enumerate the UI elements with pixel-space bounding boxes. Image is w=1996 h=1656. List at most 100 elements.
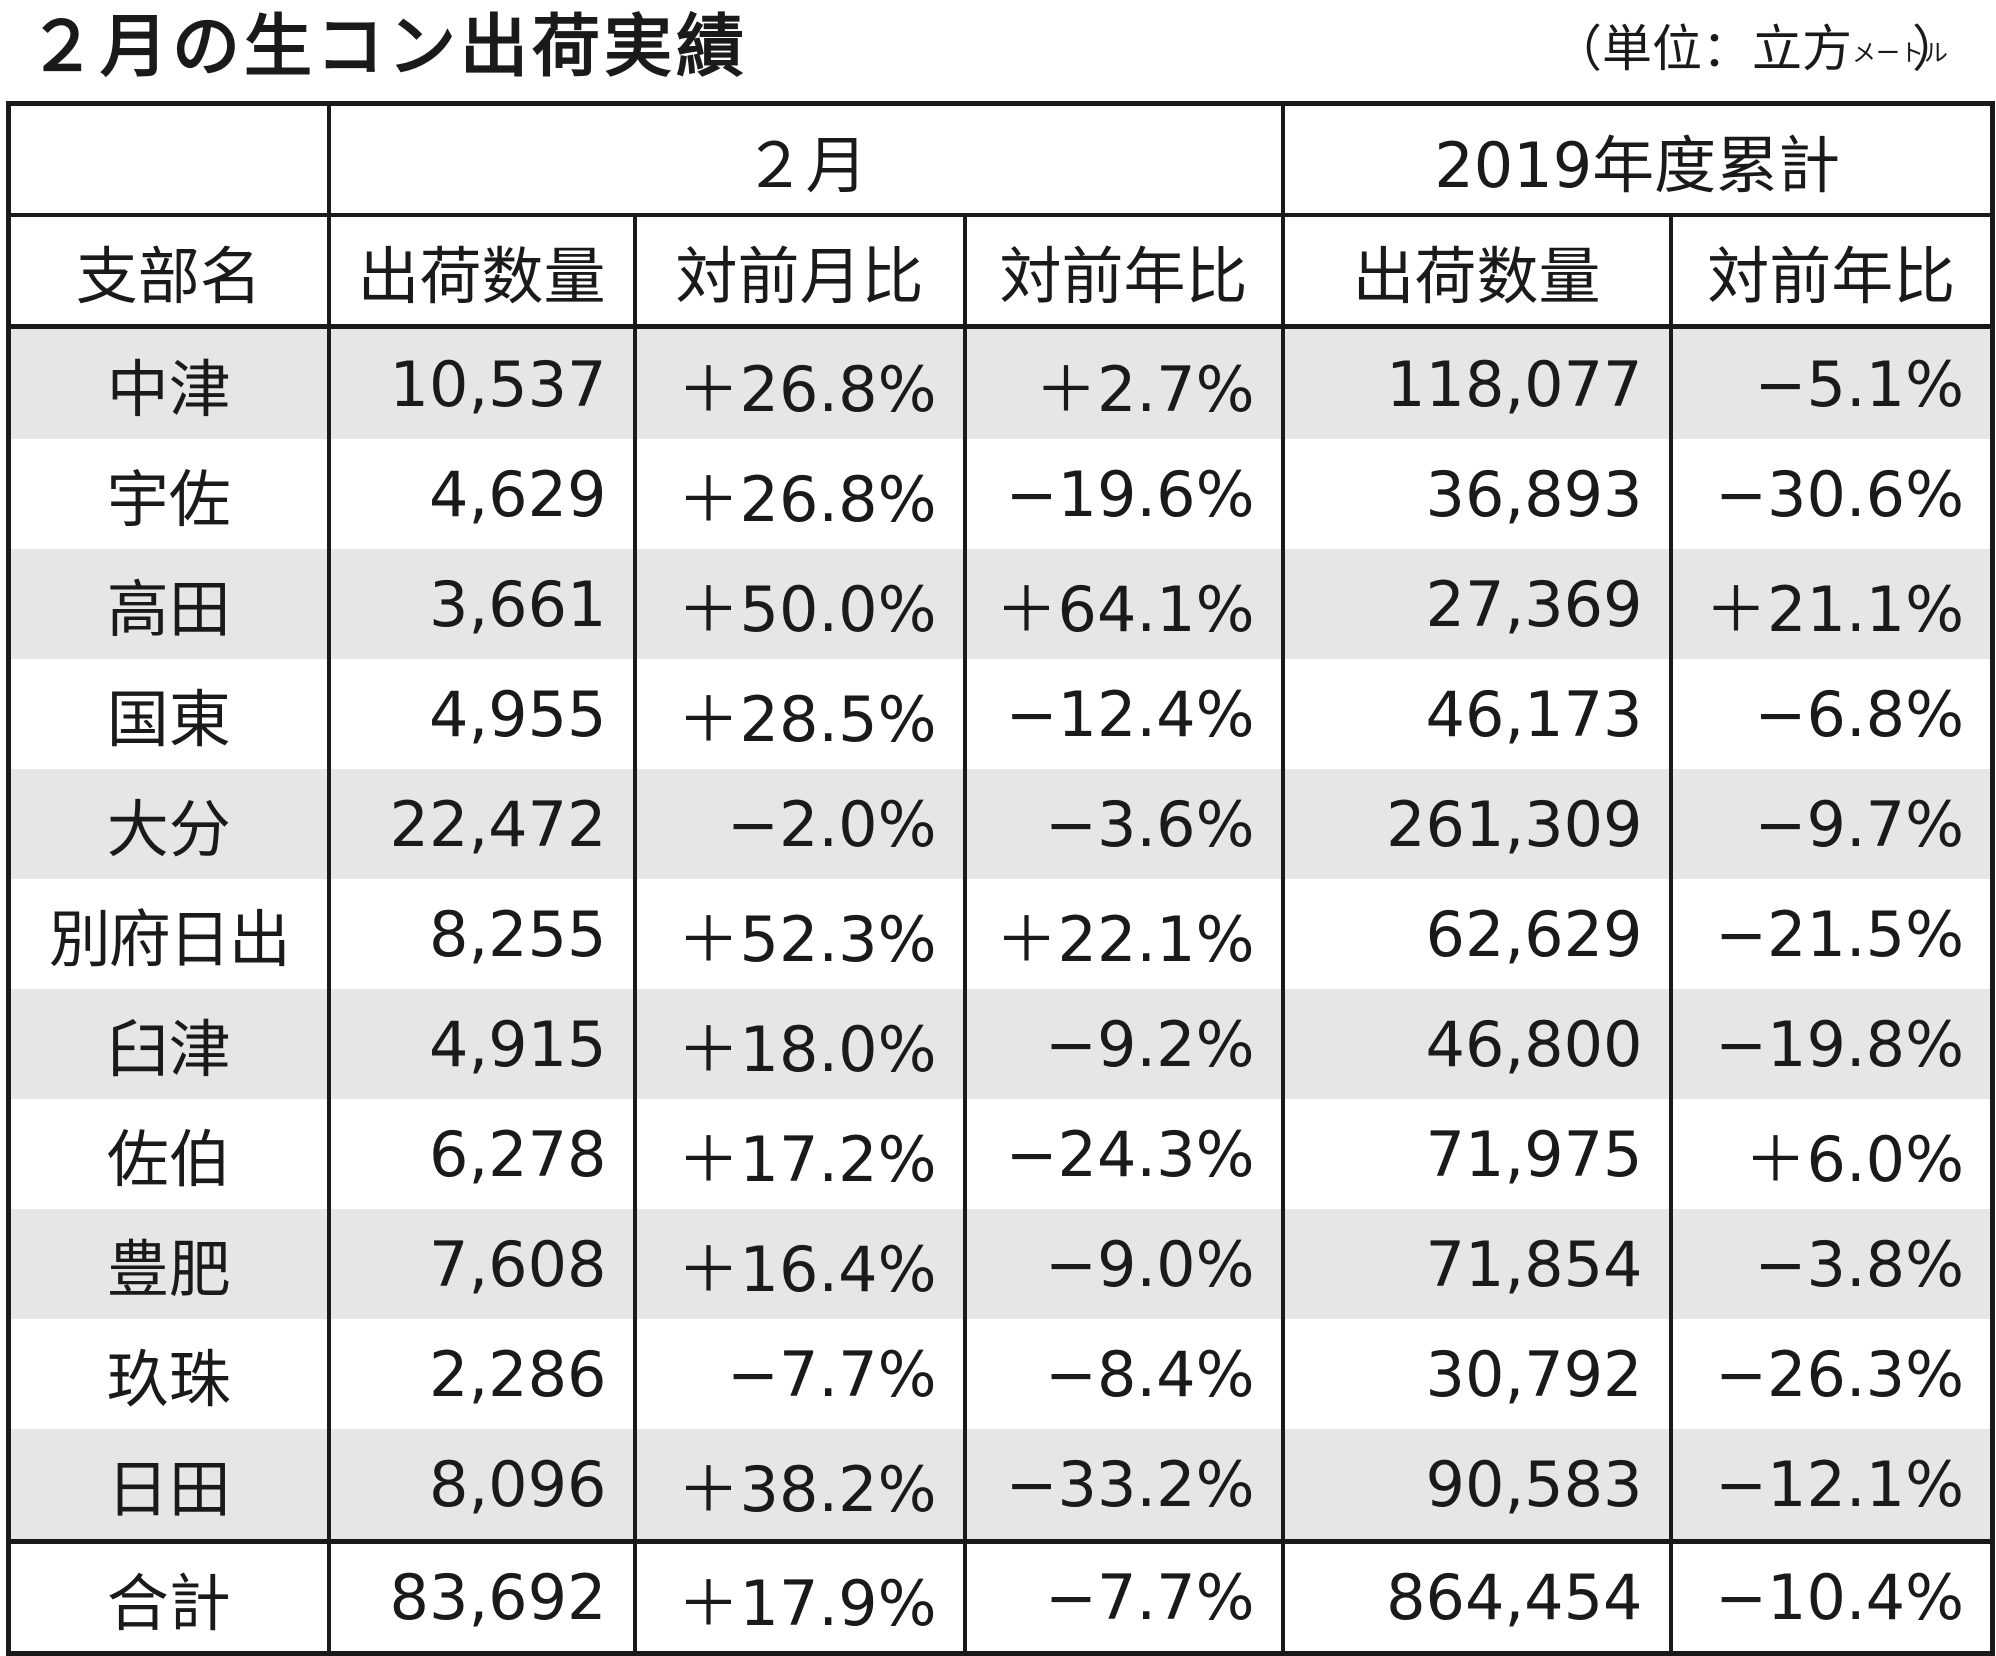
cell-month-quantity: 3,661 xyxy=(326,549,635,659)
cell-month-mom: −7.7% xyxy=(632,1319,965,1429)
cell-cum-quantity: 46,173 xyxy=(1280,659,1671,769)
cell-month-mom: ＋18.0% xyxy=(632,989,965,1099)
cell-month-quantity: 83,692 xyxy=(326,1539,635,1654)
cell-cum-yoy: −21.5% xyxy=(1668,879,1993,989)
cell-month-mom: ＋38.2% xyxy=(632,1429,965,1542)
cell-month-quantity: 4,915 xyxy=(326,989,635,1099)
cell-cum-yoy: −6.8% xyxy=(1668,659,1993,769)
cell-branch-name: 日田 xyxy=(8,1429,329,1542)
cell-month-yoy: −33.2% xyxy=(962,1429,1283,1542)
cell-month-quantity: 8,096 xyxy=(326,1429,635,1542)
cell-cum-yoy: −12.1% xyxy=(1668,1429,1993,1542)
table-row: 中津 10,537 ＋26.8% ＋2.7% 118,077 −5.1% xyxy=(8,326,1993,439)
cell-month-yoy: −9.0% xyxy=(962,1209,1283,1319)
cell-month-quantity: 4,629 xyxy=(326,439,635,549)
unit-prefix: （単位：立方 xyxy=(1552,20,1852,78)
header-group-month: ２月 xyxy=(326,103,1283,217)
cell-branch-name: 宇佐 xyxy=(106,463,231,536)
cell-cum-yoy: −9.7% xyxy=(1668,769,1993,879)
cell-cum-yoy: −26.3% xyxy=(1668,1319,1993,1429)
cell-cum-quantity: 62,629 xyxy=(1280,879,1671,989)
cell-month-quantity: 2,286 xyxy=(326,1319,635,1429)
cell-month-mom: ＋17.2% xyxy=(632,1099,965,1209)
cell-cum-yoy: −3.8% xyxy=(1668,1209,1993,1319)
table-row: 佐伯 6,278 ＋17.2% −24.3% 71,975 ＋6.0% xyxy=(9,1099,1993,1209)
total-row: 合計 83,692 ＋17.9% −7.7% 864,454 −10.4% xyxy=(8,1539,1993,1654)
header-cum-quantity: 出荷数量 xyxy=(1280,215,1671,329)
cell-month-quantity: 8,255 xyxy=(326,879,635,989)
cell-cum-quantity: 27,369 xyxy=(1280,549,1671,659)
table-row: 国東 4,955 ＋28.5% −12.4% 46,173 −6.8% xyxy=(9,659,1993,769)
cell-cum-yoy: −5.1% xyxy=(1668,326,1993,439)
cell-cum-quantity: 90,583 xyxy=(1280,1429,1671,1542)
cell-cum-yoy: ＋6.0% xyxy=(1668,1099,1993,1209)
cell-month-quantity: 22,472 xyxy=(326,769,635,879)
header-blank xyxy=(8,103,329,217)
cell-month-yoy: −12.4% xyxy=(962,659,1283,769)
cell-month-yoy: −7.7% xyxy=(962,1539,1283,1654)
cell-branch-name: 別府日出 xyxy=(48,903,291,976)
cell-branch-name: 合計 xyxy=(8,1539,329,1654)
header-row-groups: ２月 2019年度累計 xyxy=(8,103,1993,217)
header-row-columns: 支部名 出荷数量 対前月比 対前年比 出荷数量 対前年比 xyxy=(8,215,1993,329)
cell-cum-quantity: 71,975 xyxy=(1280,1099,1671,1209)
cell-cum-quantity: 118,077 xyxy=(1280,326,1671,439)
cell-cum-yoy: −30.6% xyxy=(1668,439,1993,549)
cell-month-mom: ＋26.8% xyxy=(632,439,965,549)
header-cum-yoy: 対前年比 xyxy=(1668,215,1993,329)
header-month-quantity: 出荷数量 xyxy=(326,215,635,329)
cell-month-quantity: 7,608 xyxy=(326,1209,635,1319)
table-row: 臼津 4,915 ＋18.0% −9.2% 46,800 −19.8% xyxy=(8,989,1993,1099)
cell-cum-quantity: 261,309 xyxy=(1280,769,1671,879)
cell-month-yoy: ＋64.1% xyxy=(962,549,1283,659)
cell-month-yoy: ＋2.7% xyxy=(962,326,1283,439)
table-row: 大分 22,472 −2.0% −3.6% 261,309 −9.7% xyxy=(8,769,1993,879)
cell-cum-yoy: ＋21.1% xyxy=(1668,549,1993,659)
cell-cum-quantity: 71,854 xyxy=(1280,1209,1671,1319)
cell-cum-yoy: −10.4% xyxy=(1668,1539,1993,1654)
table-row: 宇佐 4,629 ＋26.8% −19.6% 36,893 −30.6% xyxy=(9,439,1993,549)
cell-month-quantity: 10,537 xyxy=(326,326,635,439)
unit-suffix: ） xyxy=(1912,20,1962,78)
cell-month-mom: ＋26.8% xyxy=(632,326,965,439)
cell-branch-name: 中津 xyxy=(8,326,329,439)
cell-branch-name: 玖珠 xyxy=(106,1343,231,1416)
cell-month-yoy: −24.3% xyxy=(962,1099,1283,1209)
header-branch: 支部名 xyxy=(8,215,329,329)
header-month-yoy: 対前年比 xyxy=(962,215,1283,329)
cell-branch-name: 佐伯 xyxy=(106,1123,231,1196)
cell-cum-quantity: 46,800 xyxy=(1280,989,1671,1099)
page-title: ２月の生コン出荷実績 xyxy=(28,8,749,87)
cell-month-mom: ＋52.3% xyxy=(632,879,965,989)
cell-cum-quantity: 30,792 xyxy=(1280,1319,1671,1429)
cell-branch-name: 高田 xyxy=(8,549,329,659)
cell-month-mom: ＋16.4% xyxy=(632,1209,965,1319)
cell-month-yoy: −19.6% xyxy=(962,439,1283,549)
unit-meter: メートル xyxy=(1852,38,1948,67)
table-row: 高田 3,661 ＋50.0% ＋64.1% 27,369 ＋21.1% xyxy=(8,549,1993,659)
cell-month-mom: ＋28.5% xyxy=(632,659,965,769)
cell-month-yoy: −8.4% xyxy=(962,1319,1283,1429)
cell-branch-name: 豊肥 xyxy=(8,1209,329,1319)
cell-month-quantity: 6,278 xyxy=(326,1099,635,1209)
cell-cum-quantity: 864,454 xyxy=(1280,1539,1671,1654)
cell-month-yoy: −3.6% xyxy=(962,769,1283,879)
cell-branch-name: 国東 xyxy=(106,683,231,756)
header-month-mom: 対前月比 xyxy=(632,215,965,329)
cell-month-yoy: ＋22.1% xyxy=(962,879,1283,989)
header-group-cumulative: 2019年度累計 xyxy=(1280,103,1993,217)
cell-month-mom: −2.0% xyxy=(632,769,965,879)
cell-cum-yoy: −19.8% xyxy=(1668,989,1993,1099)
cell-cum-quantity: 36,893 xyxy=(1280,439,1671,549)
table-row: 別府日出 8,255 ＋52.3% ＋22.1% 62,629 −21.5% xyxy=(9,879,1993,989)
shipment-table: ２月 2019年度累計 支部名 出荷数量 対前月比 対前年比 出荷数量 対前年比… xyxy=(6,101,1996,1656)
table-row: 豊肥 7,608 ＋16.4% −9.0% 71,854 −3.8% xyxy=(8,1209,1993,1319)
table-row: 日田 8,096 ＋38.2% −33.2% 90,583 −12.1% xyxy=(8,1429,1993,1542)
cell-branch-name: 大分 xyxy=(8,769,329,879)
cell-month-mom: ＋17.9% xyxy=(632,1539,965,1654)
cell-month-yoy: −9.2% xyxy=(962,989,1283,1099)
cell-branch-name: 臼津 xyxy=(8,989,329,1099)
cell-month-quantity: 4,955 xyxy=(326,659,635,769)
table-row: 玖珠 2,286 −7.7% −8.4% 30,792 −26.3% xyxy=(9,1319,1993,1429)
table-body: 中津 10,537 ＋26.8% ＋2.7% 118,077 −5.1% 宇佐 4,629 ＋2… xyxy=(8,326,1993,1654)
